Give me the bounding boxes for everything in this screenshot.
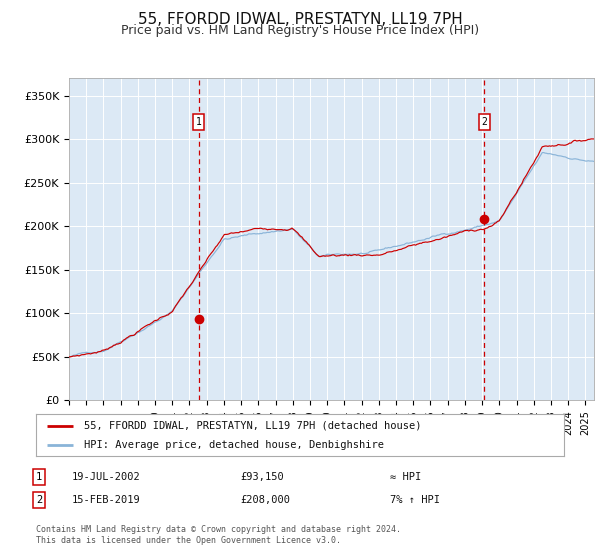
- Text: ≈ HPI: ≈ HPI: [390, 472, 421, 482]
- Text: 2: 2: [36, 495, 42, 505]
- Text: 15-FEB-2019: 15-FEB-2019: [72, 495, 141, 505]
- Text: 1: 1: [36, 472, 42, 482]
- Text: 1: 1: [196, 117, 202, 127]
- Text: HPI: Average price, detached house, Denbighshire: HPI: Average price, detached house, Denb…: [83, 440, 383, 450]
- Text: 19-JUL-2002: 19-JUL-2002: [72, 472, 141, 482]
- Text: £208,000: £208,000: [240, 495, 290, 505]
- Text: Price paid vs. HM Land Registry's House Price Index (HPI): Price paid vs. HM Land Registry's House …: [121, 24, 479, 36]
- Text: £93,150: £93,150: [240, 472, 284, 482]
- Text: 55, FFORDD IDWAL, PRESTATYN, LL19 7PH: 55, FFORDD IDWAL, PRESTATYN, LL19 7PH: [137, 12, 463, 27]
- Text: Contains HM Land Registry data © Crown copyright and database right 2024.
This d: Contains HM Land Registry data © Crown c…: [36, 525, 401, 545]
- Text: 7% ↑ HPI: 7% ↑ HPI: [390, 495, 440, 505]
- Text: 55, FFORDD IDWAL, PRESTATYN, LL19 7PH (detached house): 55, FFORDD IDWAL, PRESTATYN, LL19 7PH (d…: [83, 421, 421, 431]
- Text: 2: 2: [481, 117, 487, 127]
